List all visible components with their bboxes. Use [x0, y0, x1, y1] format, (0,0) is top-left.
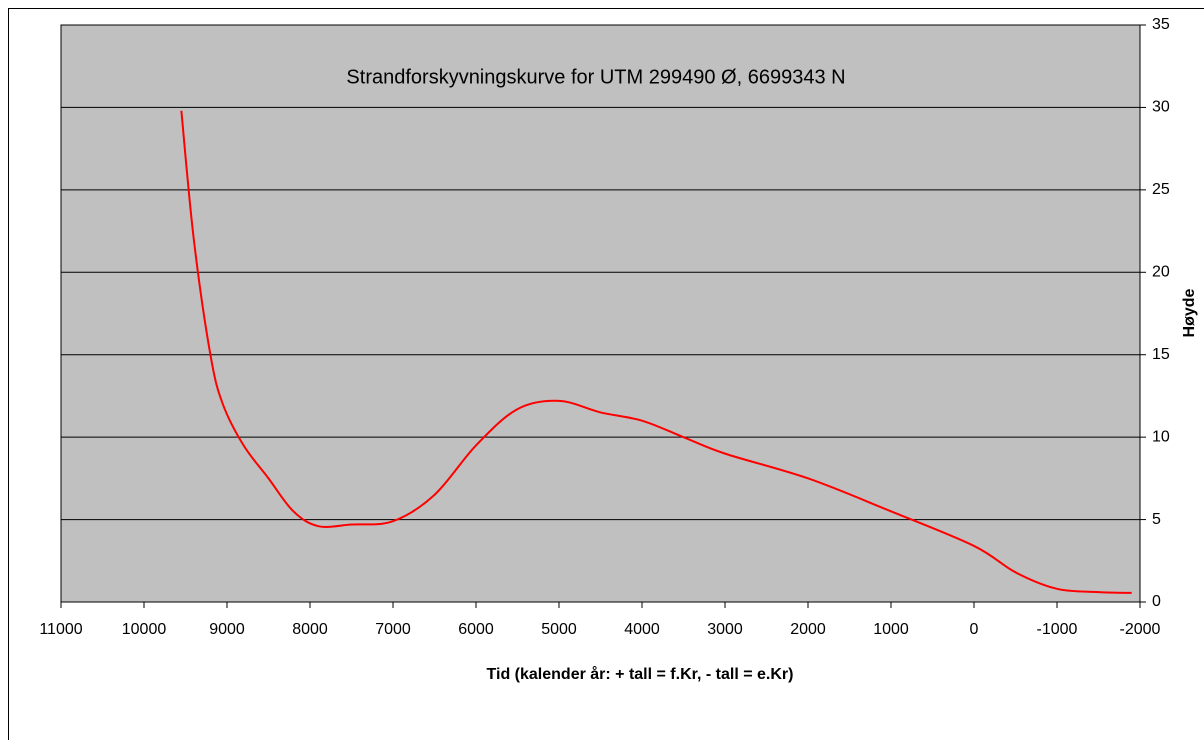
- line-series: [180, 110, 1132, 594]
- x-tick-label: 5000: [541, 621, 577, 638]
- x-tick-label: 3000: [707, 621, 743, 638]
- x-tick-label: 10000: [122, 621, 167, 638]
- x-tick-label: 4000: [624, 621, 660, 638]
- x-tick-label: 7000: [375, 621, 411, 638]
- y-tick-label: 25: [1152, 181, 1170, 198]
- plot-area: [60, 24, 1141, 603]
- x-tick-label: -2000: [1120, 621, 1161, 638]
- x-tick-label: 9000: [209, 621, 245, 638]
- x-tick-label: 0: [970, 621, 979, 638]
- y-axis-label: Høyde: [1181, 288, 1198, 337]
- x-axis-label: Tid (kalender år: + tall = f.Kr, - tall …: [487, 665, 794, 683]
- y-tick-label: 35: [1152, 16, 1170, 33]
- y-tick-label: 15: [1152, 346, 1170, 363]
- x-tick-label: 6000: [458, 621, 494, 638]
- y-tick-label: 5: [1152, 511, 1161, 528]
- y-tick-label: 20: [1152, 264, 1170, 281]
- x-tick-label: 11000: [39, 621, 82, 638]
- x-tick-label: 2000: [790, 621, 826, 638]
- x-tick-label: 1000: [873, 621, 909, 638]
- y-tick-label: 0: [1152, 593, 1161, 610]
- x-tick-label: -1000: [1037, 621, 1078, 638]
- x-tick-label: 8000: [292, 621, 328, 638]
- y-tick-label: 30: [1152, 99, 1170, 116]
- chart-title: Strandforskyvningskurve for UTM 299490 Ø…: [346, 66, 845, 88]
- y-tick-label: 10: [1152, 428, 1170, 445]
